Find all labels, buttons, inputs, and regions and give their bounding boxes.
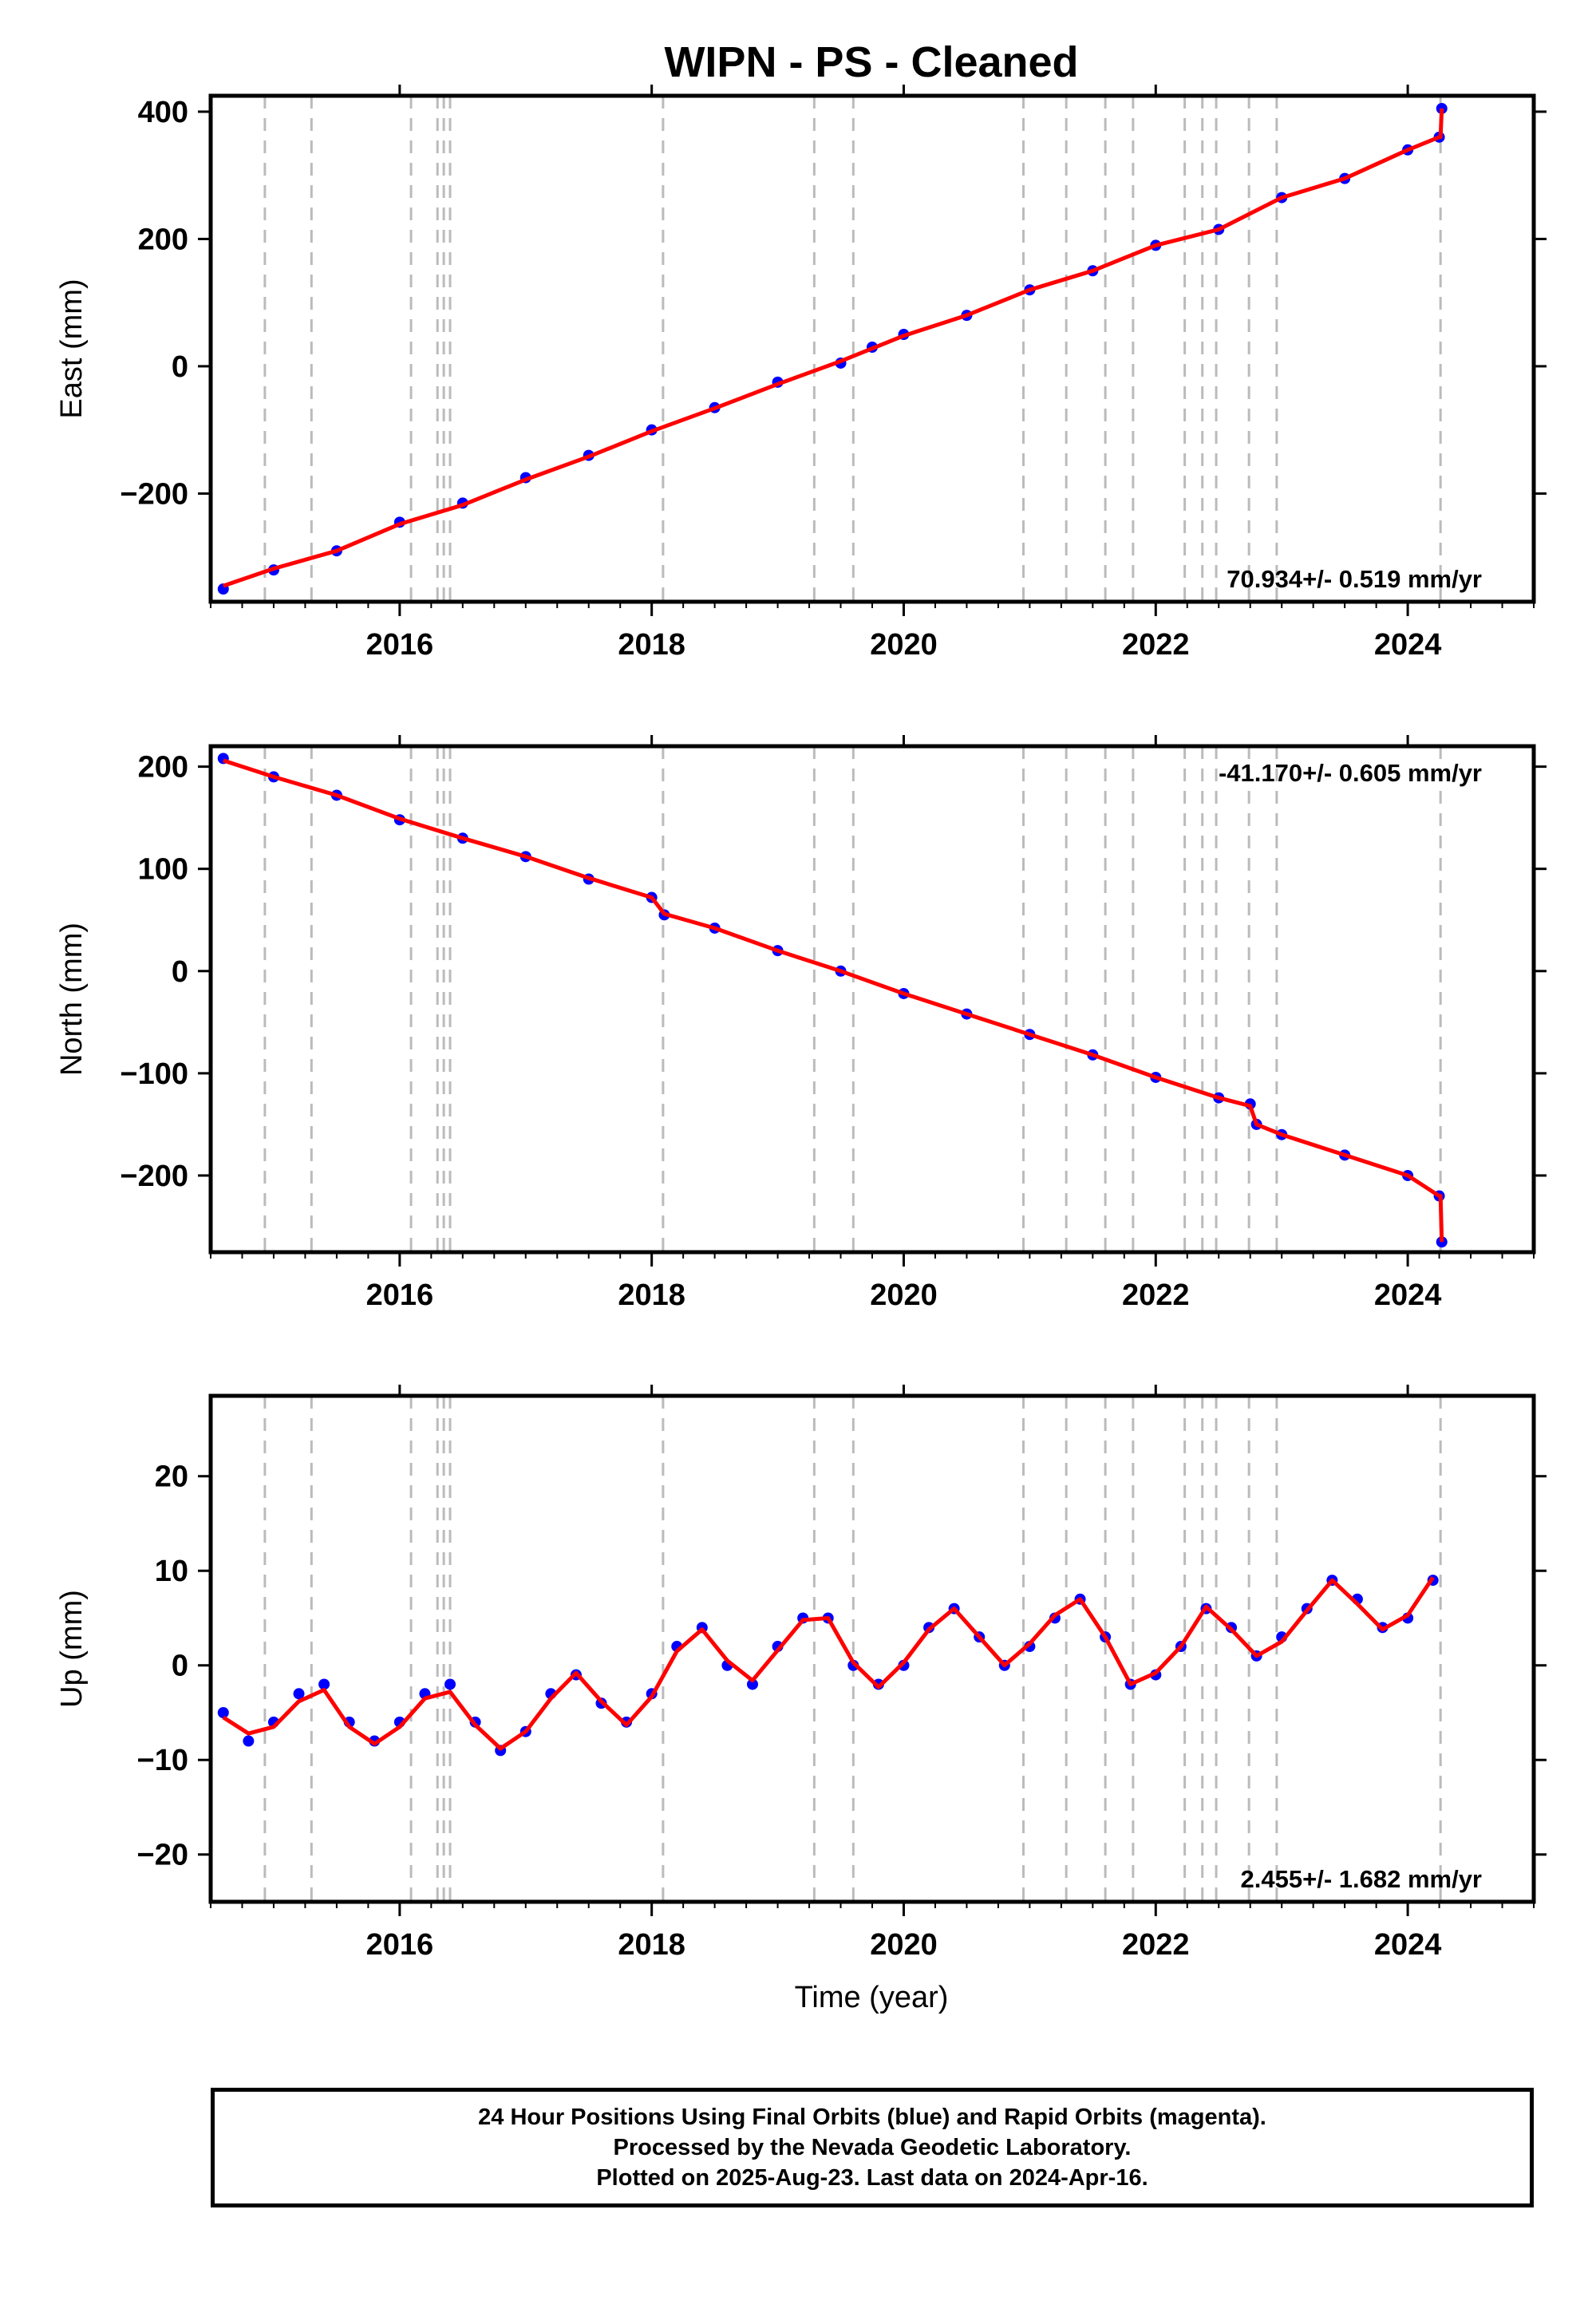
up-data-point	[318, 1678, 330, 1690]
up-x-tick-label: 2022	[1122, 1928, 1190, 1962]
up-y-tick-label: 20	[155, 1460, 188, 1494]
east-y-axis-title: East (mm)	[55, 279, 89, 418]
east-x-tick-label: 2024	[1374, 628, 1442, 662]
footer-line-orbits: 24 Hour Positions Using Final Orbits (bl…	[478, 2105, 1266, 2130]
up-data-point	[243, 1735, 255, 1747]
chart-title: WIPN - PS - Cleaned	[664, 38, 1078, 86]
north-y-tick-label: 200	[138, 751, 188, 785]
north-y-tick-label: −100	[120, 1057, 188, 1091]
east-rate-label: 70.934+/- 0.519 mm/yr	[1227, 565, 1482, 593]
up-y-tick-label: −10	[137, 1744, 188, 1777]
north-x-tick-label: 2022	[1122, 1279, 1190, 1312]
east-model-line	[222, 108, 1444, 588]
footer-info-box: 24 Hour Positions Using Final Orbits (bl…	[211, 2088, 1534, 2207]
up-x-tick-label: 2018	[618, 1928, 685, 1962]
up-y-tick-label: 10	[155, 1555, 188, 1588]
north-y-tick-label: −200	[120, 1160, 188, 1193]
up-data-point	[444, 1678, 456, 1690]
up-y-tick-label: 0	[172, 1650, 188, 1683]
up-x-tick-label: 2020	[870, 1928, 938, 1962]
up-data-point	[746, 1678, 758, 1690]
up-y-axis-title: Up (mm)	[55, 1590, 89, 1708]
up-plot-frame	[208, 1393, 1536, 1904]
east-x-tick-label: 2018	[618, 628, 685, 662]
east-y-tick-label: 400	[138, 96, 188, 129]
time-series-figure: WIPN - PS - Cleaned 2016 2018 2020 2022 2024…	[55, 38, 1547, 2014]
footer-line-processor: Processed by the Nevada Geodetic Laborat…	[613, 2135, 1132, 2160]
footer-line-dates: Plotted on 2025-Aug-23. Last data on 202…	[596, 2165, 1148, 2191]
up-x-tick-label: 2016	[366, 1928, 434, 1962]
north-y-tick-label: 100	[138, 853, 188, 887]
up-model-line	[222, 1576, 1435, 1751]
north-model-line	[223, 758, 1444, 1243]
east-panel: 2016 2018 2020 2022 2024 −200 0 200 400 East (mm)…	[55, 85, 1547, 662]
north-x-tick-label: 2016	[366, 1279, 434, 1312]
up-x-tick-label: 2024	[1374, 1928, 1442, 1962]
north-panel: 2016 2018 2020 2022 2024 −200 −100 0 100 200 North…	[55, 735, 1547, 1312]
up-rate-label: 2.455+/- 1.682 mm/yr	[1241, 1865, 1482, 1893]
north-x-tick-label: 2018	[618, 1279, 685, 1312]
up-y-tick-label: −20	[137, 1839, 188, 1872]
east-y-tick-label: −200	[120, 477, 188, 511]
up-data-point	[293, 1688, 305, 1700]
east-y-tick-label: 200	[138, 223, 188, 256]
east-x-tick-label: 2022	[1122, 628, 1190, 662]
east-x-tick-label: 2016	[366, 628, 434, 662]
x-axis-title: Time (year)	[795, 1981, 949, 2014]
east-x-tick-label: 2020	[870, 628, 938, 662]
east-y-tick-label: 0	[172, 350, 188, 384]
up-panel: 2016 2018 2020 2022 2024 −20 −10 0 10 20 Up (mm) 2.…	[55, 1385, 1547, 1962]
north-rate-label: -41.170+/- 0.605 mm/yr	[1219, 759, 1482, 787]
up-data-point	[217, 1706, 229, 1718]
north-x-tick-label: 2020	[870, 1279, 938, 1312]
north-x-tick-label: 2024	[1374, 1279, 1442, 1312]
north-y-axis-title: North (mm)	[55, 923, 89, 1076]
north-y-tick-label: 0	[172, 955, 188, 989]
